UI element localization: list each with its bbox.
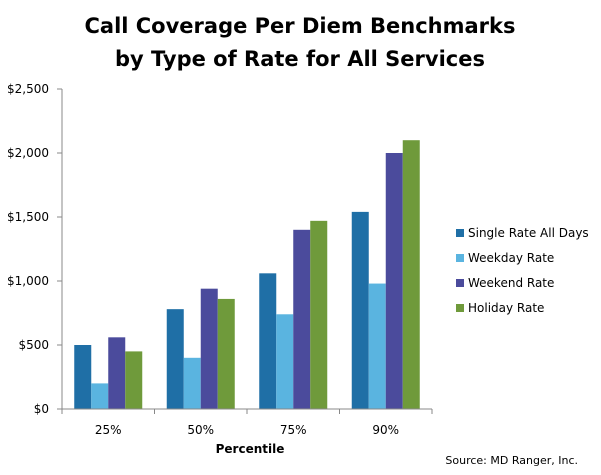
bar-holiday-rate-1 bbox=[217, 298, 235, 409]
source-note: Source: MD Ranger, Inc. bbox=[445, 454, 578, 467]
legend-swatch bbox=[456, 229, 464, 237]
bar-weekday-rate-2 bbox=[276, 314, 294, 409]
bar-weekday-rate-0 bbox=[91, 383, 109, 409]
legend-label: Weekday Rate bbox=[468, 251, 554, 265]
bar-weekday-rate-3 bbox=[368, 283, 386, 409]
x-tick-label: 90% bbox=[372, 423, 399, 437]
legend-swatch bbox=[456, 304, 464, 312]
bar-weekend-rate-2 bbox=[293, 229, 311, 409]
bar-holiday-rate-0 bbox=[125, 351, 143, 409]
legend-label: Holiday Rate bbox=[468, 301, 544, 315]
bar-weekend-rate-0 bbox=[108, 337, 126, 409]
y-tick-label: $0 bbox=[34, 402, 49, 416]
legend-label: Weekend Rate bbox=[468, 276, 554, 290]
bar-weekend-rate-3 bbox=[385, 153, 403, 409]
chart-title-line-1: Call Coverage Per Diem Benchmarks bbox=[84, 14, 515, 38]
bar-holiday-rate-2 bbox=[310, 220, 328, 409]
x-tick-label: 75% bbox=[280, 423, 307, 437]
x-tick-label: 50% bbox=[187, 423, 214, 437]
bar-single-rate-all-days-3 bbox=[351, 211, 369, 409]
bar-single-rate-all-days-2 bbox=[259, 273, 277, 409]
y-tick-label: $1,000 bbox=[7, 274, 49, 288]
y-tick-label: $2,000 bbox=[7, 146, 49, 160]
y-tick-label: $500 bbox=[18, 338, 49, 352]
legend-swatch bbox=[456, 279, 464, 287]
y-tick-label: $1,500 bbox=[7, 210, 49, 224]
bar-holiday-rate-3 bbox=[402, 140, 420, 409]
legend: Single Rate All Days Weekday Rate Weekend … bbox=[456, 226, 589, 315]
bars bbox=[74, 140, 420, 409]
bar-weekend-rate-1 bbox=[200, 288, 218, 409]
bar-weekday-rate-1 bbox=[183, 357, 201, 409]
x-axis-ticks: 25% 50% 75% 90% bbox=[61, 409, 433, 437]
x-axis-title: Percentile bbox=[216, 442, 285, 456]
bar-single-rate-all-days-0 bbox=[74, 345, 92, 409]
y-tick-label: $2,500 bbox=[7, 82, 49, 96]
legend-label: Single Rate All Days bbox=[468, 226, 589, 240]
chart-title-line-2: by Type of Rate for All Services bbox=[115, 47, 485, 71]
y-axis-ticks: $0 $500 $1,000 $1,500 $2,000 $2,500 bbox=[7, 82, 62, 416]
x-tick-label: 25% bbox=[95, 423, 122, 437]
legend-swatch bbox=[456, 254, 464, 262]
bar-single-rate-all-days-1 bbox=[166, 309, 184, 409]
